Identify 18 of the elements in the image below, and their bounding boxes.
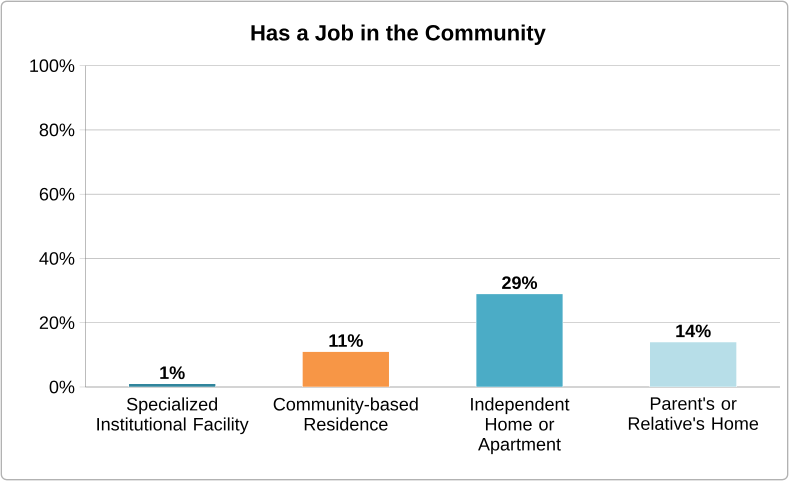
y-tick-label: 20% bbox=[40, 316, 74, 330]
data-label: 29% bbox=[502, 276, 538, 290]
bar bbox=[476, 294, 564, 387]
data-label: 14% bbox=[676, 324, 711, 338]
data-label: 1% bbox=[160, 366, 185, 380]
y-tick-label: 0% bbox=[50, 380, 74, 394]
x-tick-label: Parent's or Relative's Home bbox=[628, 397, 758, 430]
y-tick-label: 40% bbox=[39, 252, 74, 265]
bar bbox=[128, 384, 216, 387]
y-tick-label: 60% bbox=[40, 188, 74, 201]
chart-title: Has a Job in the Community bbox=[251, 24, 546, 45]
y-tick-label: 80% bbox=[40, 124, 74, 136]
x-tick-label: Independent Home or Apartment bbox=[471, 397, 570, 454]
x-tick-label: Community-based Residence bbox=[274, 397, 418, 431]
y-tick-label: 100% bbox=[30, 59, 74, 72]
bar bbox=[649, 342, 737, 387]
x-tick-label: Specialized Institutional Facility bbox=[97, 397, 249, 434]
data-label: 11% bbox=[329, 334, 363, 347]
